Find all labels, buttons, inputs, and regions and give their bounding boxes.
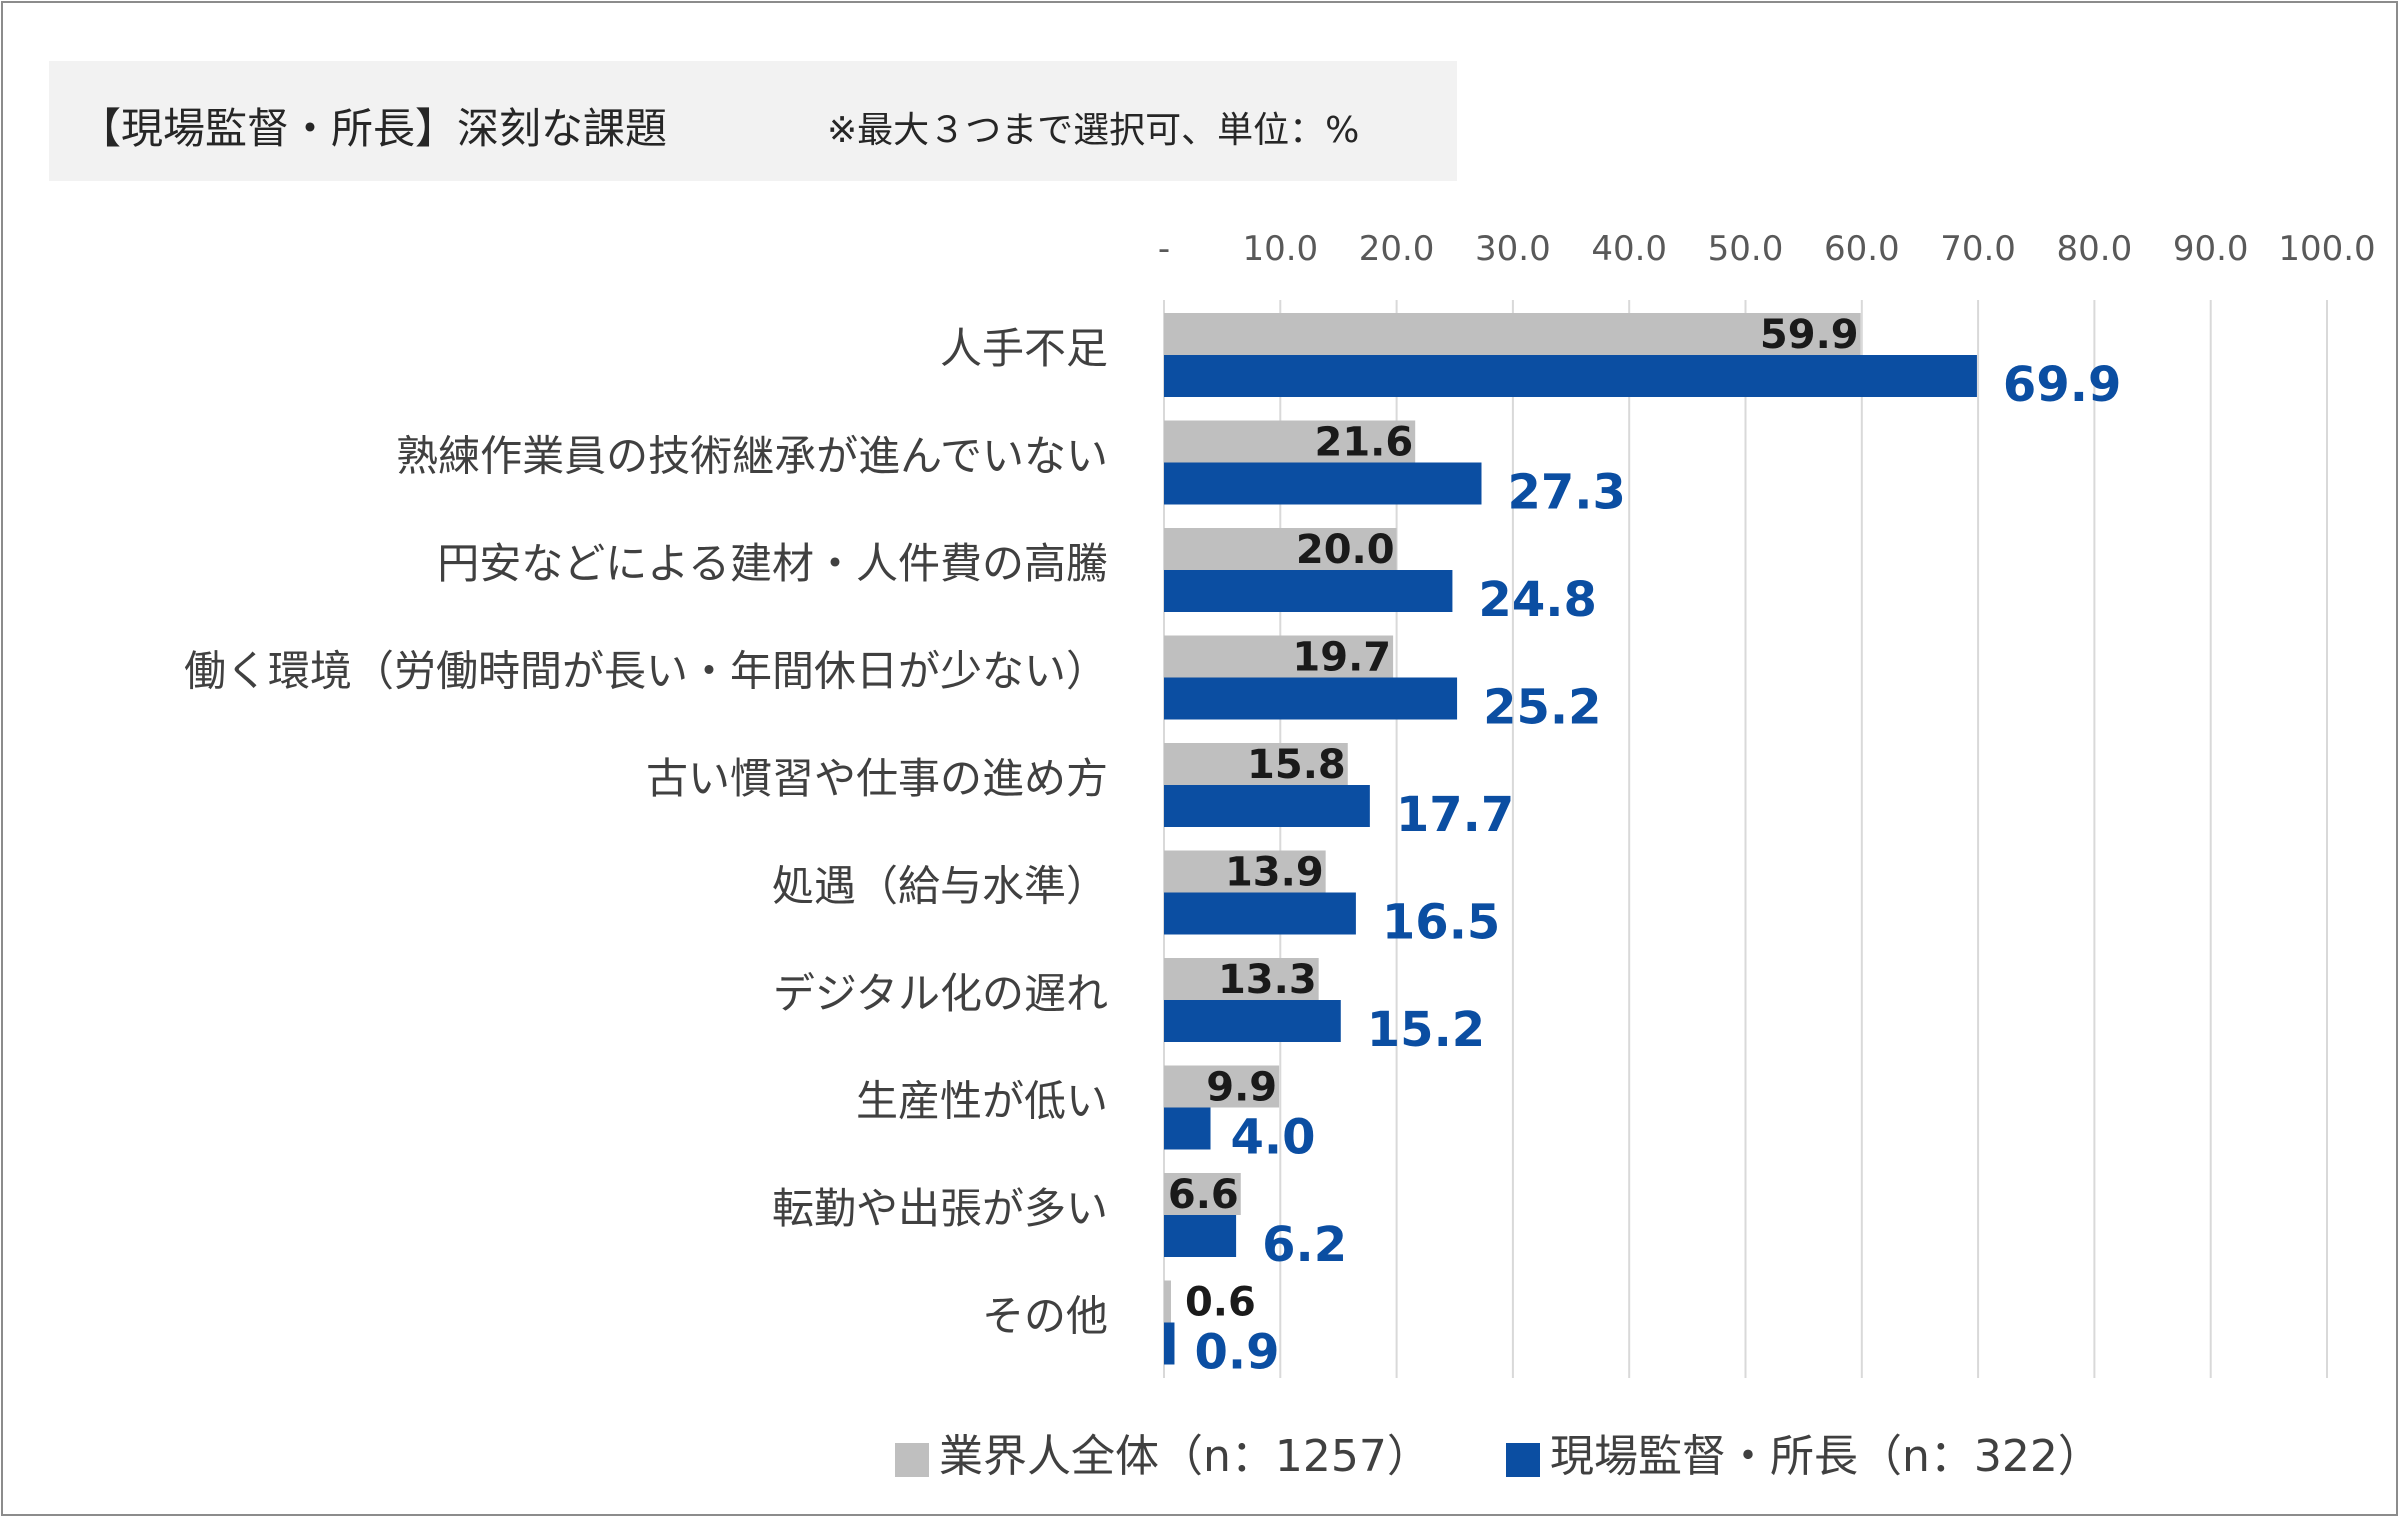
- data-label-all: 21.6: [1315, 420, 1414, 466]
- data-label-all: 6.6: [1168, 1172, 1239, 1218]
- x-tick-label: 30.0: [1475, 229, 1551, 269]
- data-label-all: 13.9: [1225, 850, 1324, 896]
- x-tick-label: 40.0: [1591, 229, 1667, 269]
- data-label-site: 24.8: [1478, 572, 1596, 628]
- bar-site: [1164, 892, 1356, 935]
- category-label: 転勤や出張が多い: [772, 1184, 1108, 1233]
- x-tick-label: 80.0: [2057, 229, 2133, 269]
- x-tick-label: 90.0: [2173, 229, 2249, 269]
- legend-swatch-all: [895, 1443, 929, 1477]
- legend-item-all: 業界人全体（n：1257）: [895, 1420, 1431, 1484]
- bar-all: [1164, 958, 1319, 1000]
- bar-site: [1164, 1215, 1237, 1257]
- data-label-all: 13.3: [1218, 957, 1317, 1003]
- bar-all: [1164, 743, 1348, 785]
- bar-all: [1164, 1280, 1171, 1323]
- data-label-all: 20.0: [1296, 527, 1395, 573]
- legend-swatch-site: [1505, 1443, 1540, 1477]
- data-label-site: 25.2: [1483, 680, 1601, 736]
- chart-note: ※最大３つまで選択可、単位：%: [827, 110, 1360, 151]
- x-tick-label: 20.0: [1359, 229, 1435, 269]
- data-label-all: 0.6: [1185, 1280, 1256, 1326]
- category-label: 古い慣習や仕事の進め方: [646, 754, 1108, 803]
- x-tick-label: 60.0: [1824, 229, 1900, 269]
- data-label-all: 19.7: [1292, 635, 1391, 681]
- data-label-site: 16.5: [1382, 895, 1500, 951]
- legend-item-site: 現場監督・所長（n：322）: [1505, 1420, 2102, 1484]
- bar-site: [1164, 1322, 1175, 1365]
- data-label-all: 9.9: [1206, 1065, 1277, 1111]
- x-tick-label: 100.0: [2278, 229, 2375, 269]
- bar-all: [1164, 1173, 1241, 1215]
- bar-site: [1164, 1107, 1211, 1150]
- bar-site: [1164, 570, 1453, 612]
- bar-site: [1164, 785, 1370, 827]
- bar-site: [1164, 677, 1458, 720]
- bar-all: [1164, 635, 1394, 678]
- category-label: 円安などによる建材・人件費の高騰: [437, 539, 1108, 588]
- bar-all: [1164, 313, 1861, 355]
- category-label: 働く環境（労働時間が長い・年間休日が少ない）: [184, 647, 1108, 696]
- bar-site: [1164, 462, 1482, 505]
- category-label: その他: [982, 1292, 1108, 1341]
- bar-all: [1164, 1065, 1280, 1108]
- bar-all: [1164, 420, 1416, 463]
- chart-title: 【現場監督・所長】深刻な課題: [79, 104, 668, 153]
- data-label-site: 15.2: [1367, 1002, 1485, 1058]
- bar-all: [1164, 850, 1326, 893]
- data-label-site: 6.2: [1262, 1217, 1347, 1273]
- data-label-site: 0.9: [1194, 1325, 1279, 1381]
- x-tick-label: 10.0: [1242, 229, 1318, 269]
- data-label-site: 27.3: [1507, 465, 1625, 521]
- legend: 業界人全体（n：1257） 現場監督・所長（n：322）: [895, 1420, 2172, 1482]
- category-label: 人手不足: [940, 324, 1108, 373]
- category-label: 熟練作業員の技術継承が進んでいない: [396, 432, 1108, 481]
- legend-label-site: 現場監督・所長（n：322）: [1549, 1431, 2102, 1482]
- data-label-all: 59.9: [1760, 312, 1859, 358]
- bar-site: [1164, 355, 1977, 397]
- data-label-site: 17.7: [1396, 787, 1514, 843]
- category-label: デジタル化の遅れ: [773, 969, 1108, 1018]
- x-tick-label: 70.0: [1940, 229, 2016, 269]
- data-label-site: 4.0: [1231, 1110, 1316, 1166]
- data-label-all: 15.8: [1247, 742, 1346, 788]
- legend-label-all: 業界人全体（n：1257）: [939, 1431, 1431, 1482]
- bar-site: [1164, 1000, 1341, 1042]
- x-tick-label: -: [1158, 229, 1170, 269]
- x-tick-label: 50.0: [1708, 229, 1784, 269]
- data-label-site: 69.9: [2003, 357, 2121, 413]
- title-box: 【現場監督・所長】深刻な課題 ※最大３つまで選択可、単位：%: [49, 61, 1457, 181]
- category-label: 処遇（給与水準）: [772, 862, 1108, 911]
- category-label: 生産性が低い: [856, 1077, 1108, 1126]
- bar-all: [1164, 528, 1397, 570]
